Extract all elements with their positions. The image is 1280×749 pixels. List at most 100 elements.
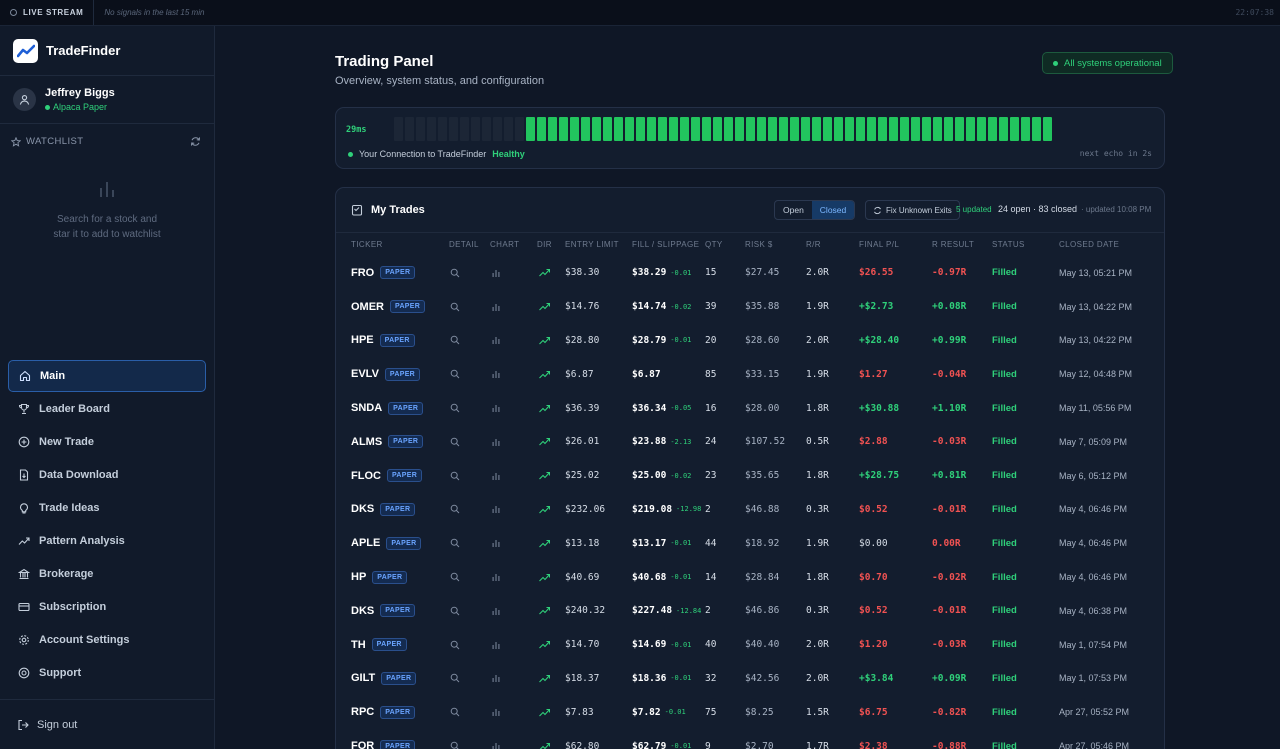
latency-bar: [471, 117, 480, 141]
table-row[interactable]: EVLV PAPER $6.87 $6.87 85 $33.15 1.9R $1.27 -0.0…: [336, 357, 1164, 391]
r-result: +0.99R: [932, 334, 967, 346]
chart-icon[interactable]: [491, 695, 501, 729]
latency-bar: [999, 117, 1008, 141]
chart-icon[interactable]: [491, 256, 501, 290]
risk: $35.65: [745, 470, 780, 482]
watchlist-header: WATCHLIST: [0, 124, 214, 147]
table-row[interactable]: APLE PAPER $13.18 $13.17 -0.01 44 $18.92 1.9R $0…: [336, 526, 1164, 560]
table-row[interactable]: RPC PAPER $7.83 $7.82 -0.01 75 $8.25 1.5R $6.75 -…: [336, 695, 1164, 729]
user-profile[interactable]: Jeffrey Biggs Alpaca Paper: [0, 76, 214, 124]
paper-badge: PAPER: [372, 570, 408, 584]
latency-bar: [713, 117, 722, 141]
watchlist-label: WATCHLIST: [26, 136, 84, 147]
ticker-cell: FOR PAPER: [351, 729, 416, 749]
nav-item-support[interactable]: Support: [0, 656, 214, 689]
nav-item-pattern-analysis[interactable]: Pattern Analysis: [0, 524, 214, 557]
search-icon[interactable]: [450, 290, 460, 324]
fix-unknown-exits-button[interactable]: Fix Unknown Exits: [865, 200, 960, 220]
nav-item-account-settings[interactable]: Account Settings: [0, 623, 214, 656]
brand-logo[interactable]: TradeFinder: [0, 26, 214, 76]
nav-item-brokerage[interactable]: Brokerage: [0, 557, 214, 590]
final-pl: +$28.75: [859, 470, 900, 482]
nav-item-new-trade[interactable]: New Trade: [0, 425, 214, 458]
watchlist-empty-line2: star it to add to watchlist: [53, 229, 161, 240]
nav-item-subscription[interactable]: Subscription: [0, 590, 214, 623]
final-pl: $6.75: [859, 706, 888, 718]
search-icon[interactable]: [450, 526, 460, 560]
table-row[interactable]: DKS PAPER $240.32 $227.48 -12.84 2 $46.86 0.3R $…: [336, 594, 1164, 628]
tab-closed[interactable]: Closed: [811, 201, 855, 219]
risk-reward: 0.5R: [806, 436, 829, 448]
chart-icon[interactable]: [491, 594, 501, 628]
chart-icon[interactable]: [491, 526, 501, 560]
table-row[interactable]: FOR PAPER $62.80 $62.79 -0.01 9 $2.70 1.7R $2.38…: [336, 729, 1164, 749]
paper-badge: PAPER: [390, 300, 426, 314]
refresh-icon[interactable]: [190, 136, 201, 147]
search-icon[interactable]: [450, 560, 460, 594]
latency-bar: [702, 117, 711, 141]
fill-price: $7.82: [632, 706, 661, 718]
nav-item-trade-ideas[interactable]: Trade Ideas: [0, 491, 214, 524]
final-pl: $26.55: [859, 267, 894, 279]
tab-open[interactable]: Open: [783, 205, 804, 215]
table-row[interactable]: DKS PAPER $232.06 $219.08 -12.98 2 $46.88 0.3R $…: [336, 493, 1164, 527]
chart-icon[interactable]: [491, 459, 501, 493]
r-result: -0.01R: [932, 503, 967, 515]
search-icon[interactable]: [450, 662, 460, 696]
fill-slippage: $25.00 -0.02: [632, 459, 691, 493]
search-icon[interactable]: [450, 695, 460, 729]
table-row[interactable]: HPE PAPER $28.80 $28.79 -0.01 20 $28.60 2.0R +$2…: [336, 324, 1164, 358]
risk-reward: 1.9R: [806, 537, 829, 549]
sign-out-button[interactable]: Sign out: [0, 699, 214, 749]
status-badge: Filled: [992, 368, 1017, 380]
closed-date: May 13, 05:21 PM: [1059, 267, 1133, 278]
chart-icon[interactable]: [491, 493, 501, 527]
search-icon[interactable]: [450, 357, 460, 391]
search-icon[interactable]: [450, 594, 460, 628]
trend-up-icon: [539, 594, 550, 628]
search-icon[interactable]: [450, 493, 460, 527]
refresh-icon: [874, 206, 881, 214]
chart-icon[interactable]: [491, 560, 501, 594]
latency-bar: [779, 117, 788, 141]
nav-label: Brokerage: [39, 567, 94, 580]
search-icon[interactable]: [450, 459, 460, 493]
search-icon[interactable]: [450, 391, 460, 425]
table-row[interactable]: FRO PAPER $38.30 $38.29 -0.01 15 $27.45 2.0R $26…: [336, 256, 1164, 290]
chart-icon[interactable]: [491, 425, 501, 459]
nav-item-leader-board[interactable]: Leader Board: [0, 392, 214, 425]
paper-badge: PAPER: [380, 502, 416, 516]
table-row[interactable]: SNDA PAPER $36.39 $36.34 -0.05 16 $28.00 1.8R +$…: [336, 391, 1164, 425]
table-row[interactable]: FLOC PAPER $25.02 $25.00 -0.02 23 $35.65 1.8R +$…: [336, 459, 1164, 493]
fill-slippage: $23.88 -2.13: [632, 425, 691, 459]
nav-item-data-download[interactable]: Data Download: [0, 458, 214, 491]
chart-icon[interactable]: [491, 290, 501, 324]
search-icon[interactable]: [450, 425, 460, 459]
chart-icon[interactable]: [491, 628, 501, 662]
chart-icon[interactable]: [491, 662, 501, 696]
chart-icon[interactable]: [491, 391, 501, 425]
chart-icon[interactable]: [491, 357, 501, 391]
col-r-result: R RESULT: [932, 240, 975, 249]
table-row[interactable]: TH PAPER $14.70 $14.69 -0.01 40 $40.40 2.0R $1.2…: [336, 628, 1164, 662]
table-row[interactable]: OMER PAPER $14.76 $14.74 -0.02 39 $35.88 1.9R +$…: [336, 290, 1164, 324]
col-closed-date: CLOSED DATE: [1059, 240, 1120, 249]
search-icon[interactable]: [450, 324, 460, 358]
table-row[interactable]: GILT PAPER $18.37 $18.36 -0.01 32 $42.56 2.0R +$…: [336, 662, 1164, 696]
sidebar: TradeFinder Jeffrey Biggs Alpaca Paper W…: [0, 26, 215, 749]
search-icon[interactable]: [450, 729, 460, 749]
nav-item-main[interactable]: Main: [8, 360, 206, 392]
table-row[interactable]: HP PAPER $40.69 $40.68 -0.01 14 $28.84 1.8R $0.7…: [336, 560, 1164, 594]
entry-limit: $232.06: [565, 503, 606, 515]
chart-icon[interactable]: [491, 324, 501, 358]
latency-bar: [1010, 117, 1019, 141]
final-pl: $1.27: [859, 368, 888, 380]
fill-price: $219.08: [632, 503, 673, 515]
fill-slippage: $227.48 -12.84: [632, 594, 701, 628]
search-icon[interactable]: [450, 256, 460, 290]
search-icon[interactable]: [450, 628, 460, 662]
table-row[interactable]: ALMS PAPER $26.01 $23.88 -2.13 24 $107.52 0.5R $…: [336, 425, 1164, 459]
watchlist-empty-line1: Search for a stock and: [56, 214, 158, 225]
chart-icon[interactable]: [491, 729, 501, 749]
closed-date: May 13, 04:22 PM: [1059, 301, 1133, 312]
